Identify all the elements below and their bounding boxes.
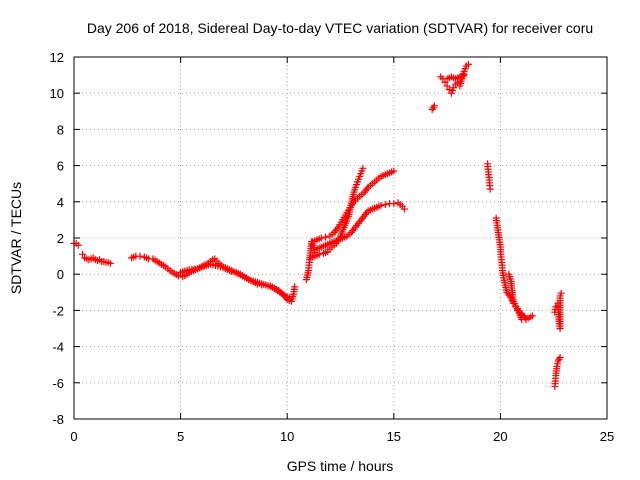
data-point bbox=[443, 82, 451, 90]
data-point bbox=[557, 289, 565, 297]
y-tick-label: -4 bbox=[52, 340, 64, 355]
y-tick-label: -6 bbox=[52, 376, 64, 391]
y-tick-label: -2 bbox=[52, 303, 64, 318]
data-point bbox=[390, 167, 398, 175]
data-point bbox=[291, 283, 299, 291]
data-point bbox=[381, 201, 389, 209]
x-tick-label: 5 bbox=[177, 429, 184, 444]
data-point bbox=[174, 272, 182, 280]
data-point bbox=[317, 234, 325, 242]
y-tick-label: 6 bbox=[57, 159, 64, 174]
x-tick-label: 25 bbox=[600, 429, 614, 444]
plot-frame bbox=[73, 56, 608, 420]
data-point bbox=[377, 201, 385, 209]
data-point bbox=[464, 60, 472, 68]
y-tick-label: 0 bbox=[57, 267, 64, 282]
data-point bbox=[315, 250, 323, 258]
data-point bbox=[390, 200, 398, 208]
x-tick-label: 15 bbox=[387, 429, 401, 444]
data-point bbox=[285, 294, 293, 302]
data-point bbox=[136, 252, 144, 260]
data-point bbox=[486, 185, 494, 193]
data-point bbox=[441, 78, 449, 86]
x-tick-label: 20 bbox=[493, 429, 507, 444]
grid-lines bbox=[74, 57, 607, 419]
data-point bbox=[460, 71, 468, 79]
y-tick-label: 10 bbox=[50, 86, 64, 101]
x-axis-label: GPS time / hours bbox=[287, 458, 394, 474]
data-point bbox=[79, 250, 87, 258]
data-point bbox=[74, 241, 82, 249]
y-tick-label: -8 bbox=[52, 412, 64, 427]
y-axis-label: SDTVAR / TECUs bbox=[8, 182, 24, 294]
data-point bbox=[106, 259, 114, 267]
data-point bbox=[322, 233, 330, 241]
y-tick-label: 8 bbox=[57, 122, 64, 137]
y-tick-label: 4 bbox=[57, 195, 64, 210]
data-point bbox=[528, 312, 536, 320]
tick-labels: 0 5 10 15 20 25 -8 -6 -4 -2 0 2 4 6 8 10 12 bbox=[50, 50, 615, 444]
x-tick-label: 0 bbox=[70, 429, 77, 444]
y-tick-label: 2 bbox=[57, 231, 64, 246]
x-tick-label: 10 bbox=[280, 429, 294, 444]
data-point bbox=[556, 353, 564, 361]
data-point bbox=[430, 102, 438, 110]
data-point bbox=[449, 84, 457, 92]
data-point bbox=[518, 315, 526, 323]
y-tick-label: 12 bbox=[50, 50, 64, 65]
data-points bbox=[70, 60, 565, 390]
data-point bbox=[359, 164, 367, 172]
data-point bbox=[445, 86, 453, 94]
chart-title: Day 206 of 2018, Sidereal Day-to-day VTE… bbox=[87, 20, 593, 36]
data-point bbox=[400, 205, 408, 213]
